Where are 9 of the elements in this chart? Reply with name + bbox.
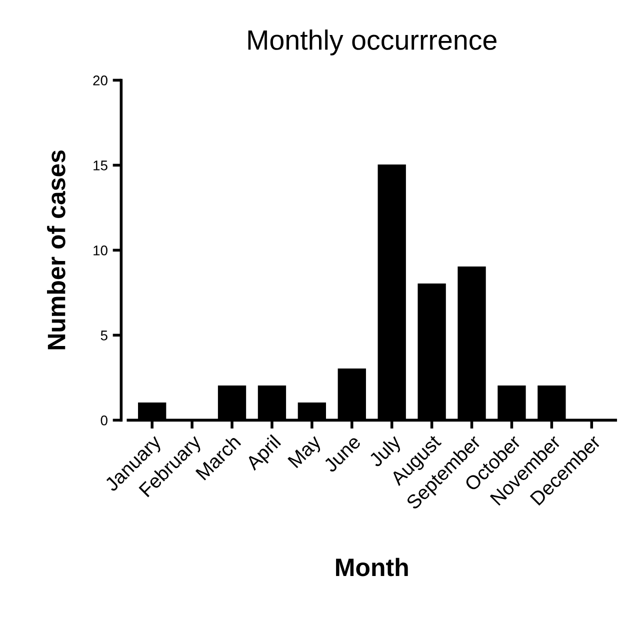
y-tick-label: 15 xyxy=(94,160,108,170)
y-axis-title: Number of cases xyxy=(47,150,66,350)
x-axis-title: Month xyxy=(336,558,408,576)
y-tick-label: 10 xyxy=(94,246,108,256)
y-tick-label: 20 xyxy=(93,76,108,86)
y-tick-label: 0 xyxy=(100,416,108,426)
x-tick-label: May xyxy=(288,434,325,472)
y-tick-label: 5 xyxy=(100,330,108,340)
chart-title: Monthly occurrrence xyxy=(248,30,496,56)
